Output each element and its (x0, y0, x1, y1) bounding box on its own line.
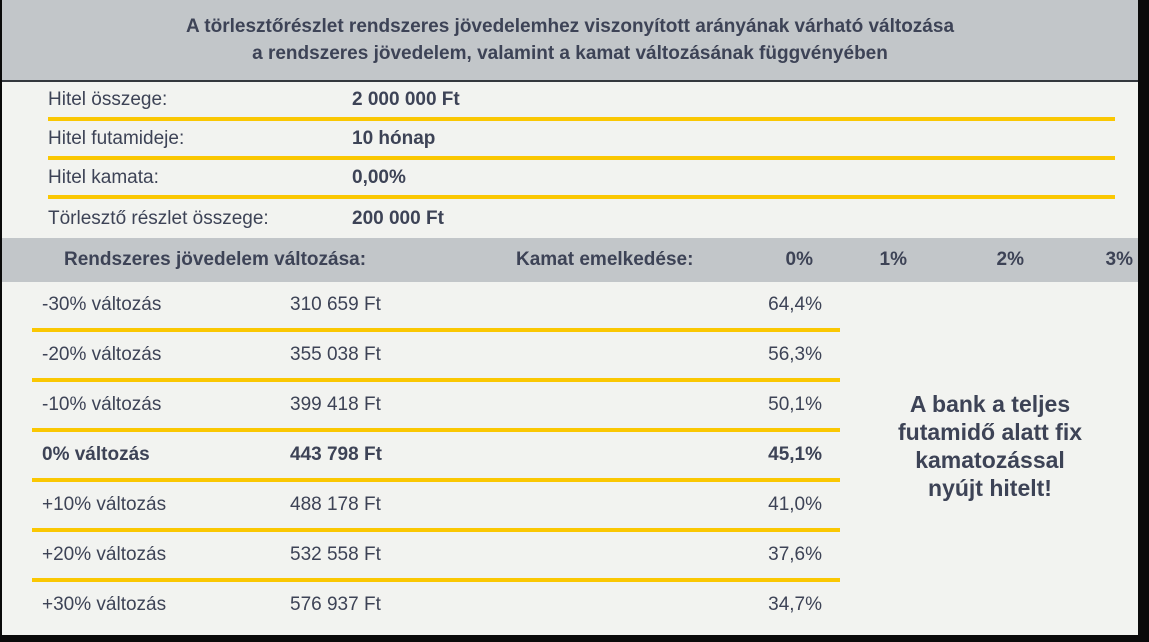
ratio-cell: 64,4% (768, 294, 822, 315)
rate-column-1pct: 1% (879, 249, 907, 270)
rate-column-2pct: 2% (996, 249, 1024, 270)
fixed-rate-note-line1: A bank a teljes (909, 391, 1071, 417)
loan-rate-row: Hitel kamata: 0,00% (48, 160, 1115, 199)
loan-amount-label: Hitel összege: (48, 88, 168, 110)
income-change-header: Rendszeres jövedelem változása: (64, 249, 367, 270)
payment-cell: 532 558 Ft (290, 544, 381, 565)
ratio-cell: 50,1% (768, 394, 822, 415)
loan-term-row: Hitel futamideje: 10 hónap (48, 121, 1115, 160)
income-change-cell: -10% változás (42, 394, 162, 415)
loan-term-label: Hitel futamideje: (48, 127, 185, 149)
installment-value: 200 000 Ft (352, 207, 444, 229)
page-title: A törlesztőrészlet rendszeres jövedelemh… (2, 0, 1138, 82)
fixed-rate-note-line4: nyújt hitelt! (928, 475, 1052, 501)
table-row: +20% változás 532 558 Ft 37,6% (32, 532, 840, 582)
table-header-bar: Rendszeres jövedelem változása: Kamat em… (2, 238, 1138, 282)
calculator-panel: A törlesztőrészlet rendszeres jövedelemh… (2, 0, 1138, 635)
ratio-cell: 37,6% (768, 544, 822, 565)
installment-row: Törlesztő részlet összege: 200 000 Ft (48, 199, 1115, 238)
payment-cell: 488 178 Ft (290, 494, 381, 515)
table-row: +30% változás 576 937 Ft 34,7% (32, 582, 840, 627)
page-title-line1: A törlesztőrészlet rendszeres jövedelemh… (185, 16, 955, 37)
income-change-cell: +20% változás (42, 544, 167, 565)
ratio-cell: 56,3% (768, 344, 822, 365)
page-title-line2: a rendszeres jövedelem, valamint a kamat… (252, 43, 888, 64)
loan-term-value: 10 hónap (352, 127, 436, 149)
payment-cell: 443 798 Ft (290, 444, 382, 465)
rate-column-0pct: 0% (785, 249, 813, 270)
rate-column-3pct: 3% (1105, 249, 1133, 270)
fixed-rate-note-line3: kamatozással (915, 447, 1065, 473)
table-row: -20% változás 355 038 Ft 56,3% (32, 332, 840, 382)
loan-rate-label: Hitel kamata: (48, 166, 159, 188)
income-change-cell: 0% változás (42, 444, 150, 465)
payment-cell: 355 038 Ft (290, 344, 381, 365)
ratio-cell: 45,1% (768, 444, 822, 465)
fixed-rate-note-line2: futamidő alatt fix (897, 419, 1082, 445)
table-row: +10% változás 488 178 Ft 41,0% (32, 482, 840, 532)
payment-cell: 576 937 Ft (290, 593, 381, 615)
table-row-baseline: 0% változás 443 798 Ft 45,1% (32, 432, 840, 482)
income-change-cell: +30% változás (42, 593, 167, 615)
installment-label: Törlesztő részlet összege: (48, 207, 269, 229)
income-change-cell: -20% változás (42, 344, 162, 365)
loan-amount-value: 2 000 000 Ft (352, 88, 460, 110)
ratio-cell: 34,7% (768, 593, 822, 615)
loan-amount-row: Hitel összege: 2 000 000 Ft (48, 82, 1115, 121)
table-body: -30% változás 310 659 Ft 64,4% -20% vált… (2, 282, 1138, 633)
income-change-table: -30% változás 310 659 Ft 64,4% -20% vált… (32, 282, 840, 627)
table-row: -30% változás 310 659 Ft 64,4% (32, 282, 840, 332)
fixed-rate-note: A bank a teljes futamidő alatt fix kamat… (845, 390, 1135, 502)
table-row: -10% változás 399 418 Ft 50,1% (32, 382, 840, 432)
payment-cell: 399 418 Ft (290, 394, 381, 415)
rate-increase-header: Kamat emelkedése: (516, 249, 694, 270)
income-change-cell: -30% változás (42, 294, 162, 315)
ratio-cell: 41,0% (768, 494, 822, 515)
income-change-cell: +10% változás (42, 494, 167, 515)
loan-rate-value: 0,00% (352, 166, 406, 188)
loan-info-section: Hitel összege: 2 000 000 Ft Hitel futami… (2, 82, 1138, 238)
payment-cell: 310 659 Ft (290, 294, 381, 315)
